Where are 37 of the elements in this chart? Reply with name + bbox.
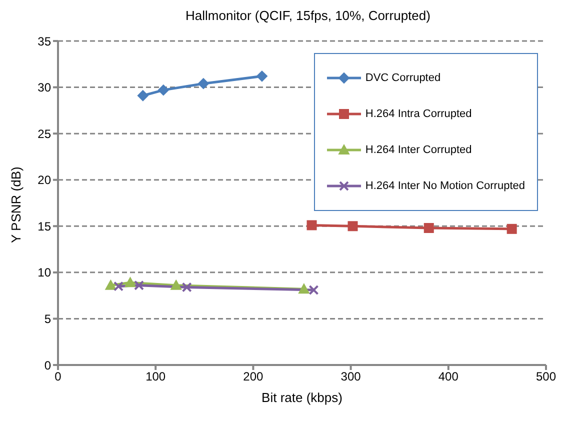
legend-label: DVC Corrupted xyxy=(365,72,441,84)
point xyxy=(158,84,169,96)
point xyxy=(114,281,124,292)
y-tick-label: 0 xyxy=(44,358,52,372)
point xyxy=(308,285,319,296)
point xyxy=(306,220,317,230)
x-tick-label: 300 xyxy=(340,370,362,384)
y-tick-label: 35 xyxy=(38,34,52,48)
point xyxy=(424,222,434,233)
legend-label: H.264 Inter No Motion Corrupted xyxy=(365,180,525,192)
point xyxy=(170,280,182,290)
point xyxy=(124,277,136,288)
y-tick-label: 20 xyxy=(38,173,52,188)
y-tick-label: 30 xyxy=(38,80,52,95)
y-axis-title: Y PSNR (dB) xyxy=(8,166,24,243)
chart-title: Hallmonitor (QCIF, 15fps, 10%, Corrupted) xyxy=(184,8,432,23)
x-axis-title: Bit rate (kbps) xyxy=(262,390,342,405)
x-tick-label: 0 xyxy=(54,370,62,384)
point xyxy=(298,284,310,294)
point xyxy=(348,221,358,232)
x-tick-label: 200 xyxy=(243,370,264,384)
x-tick-label: 500 xyxy=(536,370,556,384)
point xyxy=(198,78,209,90)
point xyxy=(506,224,517,234)
legend-label: H.264 Inter Corrupted xyxy=(365,144,472,156)
point xyxy=(137,90,148,102)
y-tick-label: 10 xyxy=(38,266,52,280)
x-tick-label: 100 xyxy=(146,370,166,384)
point xyxy=(182,282,192,292)
x-tick-label: 400 xyxy=(438,370,459,384)
y-tick-label: 5 xyxy=(44,312,52,326)
point xyxy=(105,280,116,290)
point xyxy=(256,70,268,82)
legend-label: H.264 Intra Corrupted xyxy=(365,108,472,120)
point xyxy=(134,280,144,290)
y-tick-label: 15 xyxy=(38,219,52,234)
y-tick-label: 25 xyxy=(38,126,52,141)
